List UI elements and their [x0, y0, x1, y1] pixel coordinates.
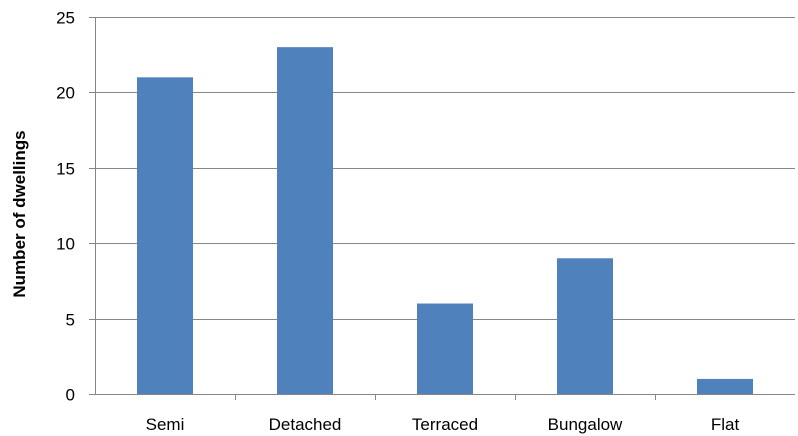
x-tick-label-bungalow: Bungalow — [548, 415, 623, 434]
y-tick-label-25: 25 — [56, 9, 75, 28]
x-tick-label-detached: Detached — [269, 415, 342, 434]
bars — [137, 47, 753, 394]
x-tick-label-flat: Flat — [711, 415, 740, 434]
x-tick-label-semi: Semi — [146, 415, 185, 434]
x-axis-ticks: Semi Detached Terraced Bungalow Flat — [146, 394, 740, 434]
x-tick-label-terraced: Terraced — [412, 415, 478, 434]
y-axis-label: Number of dwellings — [10, 130, 29, 297]
y-tick-label-20: 20 — [56, 84, 75, 103]
bar-flat — [697, 378, 753, 394]
bar-terraced — [417, 303, 473, 394]
y-tick-label-0: 0 — [66, 386, 75, 405]
y-tick-label-5: 5 — [66, 311, 75, 330]
bar-bungalow — [557, 258, 613, 394]
bar-detached — [277, 47, 333, 394]
y-tick-label-15: 15 — [56, 160, 75, 179]
y-tick-label-10: 10 — [56, 235, 75, 254]
bar-semi — [137, 77, 193, 394]
y-axis-ticks: 0 5 10 15 20 25 — [56, 9, 95, 405]
gridlines — [95, 17, 795, 320]
